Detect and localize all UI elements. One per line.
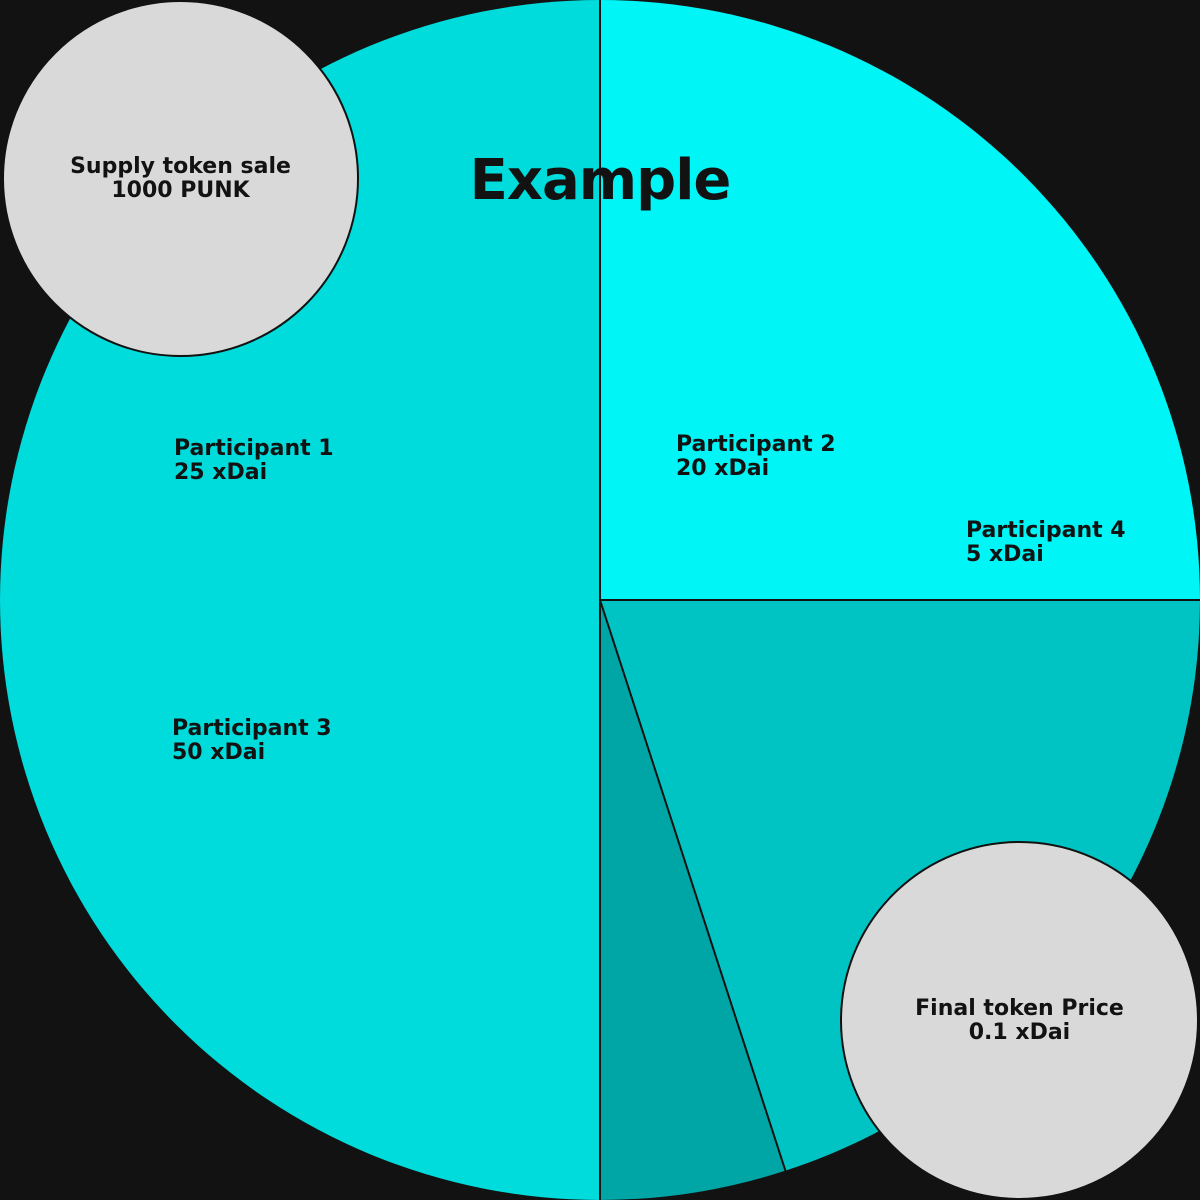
slice-name: Participant 4 [966, 518, 1126, 543]
slice-value: 50 xDai [172, 740, 266, 765]
slice-name: Participant 1 [174, 436, 334, 461]
supply-bubble: Supply token sale 1000 PUNK [2, 0, 359, 357]
final-price-bubble: Final token Price 0.1 xDai [840, 841, 1199, 1200]
slice-name: Participant 2 [676, 432, 836, 457]
slice-divider [599, 599, 787, 1171]
supply-label: Supply token sale [70, 153, 291, 179]
slice-label-participant-4: Participant 4 5 xDai [966, 519, 1126, 567]
pie-slice-participant-4 [600, 600, 786, 1200]
slice-label-participant-3: Participant 3 50 xDai [172, 717, 332, 765]
slice-value: 5 xDai [966, 542, 1044, 567]
pie-slice-participant-1 [600, 0, 1200, 600]
slice-value: 25 xDai [174, 460, 268, 485]
slice-value: 20 xDai [676, 456, 770, 481]
supply-value: 1000 PUNK [111, 177, 250, 203]
final-price-value: 0.1 xDai [968, 1019, 1071, 1045]
slice-label-participant-2: Participant 2 20 xDai [676, 433, 836, 481]
slice-name: Participant 3 [172, 716, 332, 741]
final-price-label: Final token Price [915, 995, 1124, 1021]
slice-label-participant-1: Participant 1 25 xDai [174, 437, 334, 485]
chart-title: Example [469, 148, 732, 213]
